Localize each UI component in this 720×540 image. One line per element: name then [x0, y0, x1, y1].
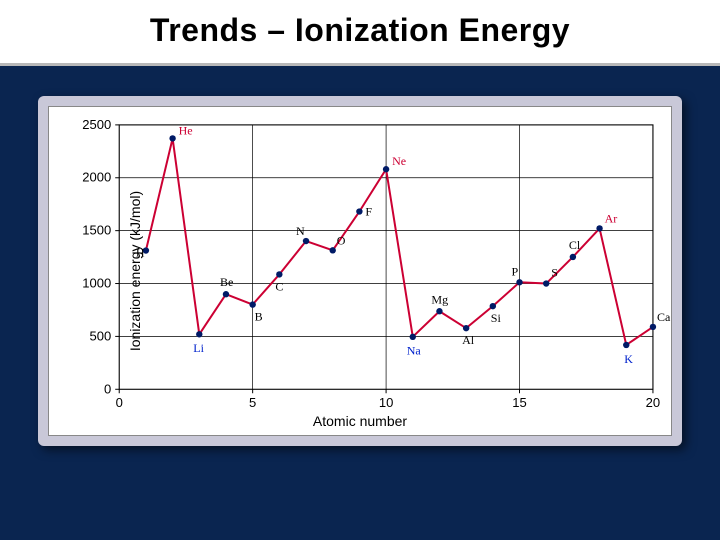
svg-text:O: O [337, 233, 346, 247]
svg-text:1000: 1000 [82, 276, 111, 291]
svg-text:Cl: Cl [569, 238, 581, 252]
svg-text:1500: 1500 [82, 223, 111, 238]
svg-text:Li: Li [193, 341, 204, 355]
svg-text:He: He [179, 124, 193, 138]
svg-text:N: N [296, 224, 305, 238]
svg-text:2000: 2000 [82, 170, 111, 185]
chart-panel: 0500100015002000250005101520HHeLiBeBCNOF… [38, 96, 682, 446]
svg-text:Si: Si [491, 311, 502, 325]
svg-text:0: 0 [116, 395, 123, 410]
svg-text:15: 15 [512, 395, 527, 410]
x-axis-label: Atomic number [313, 413, 407, 429]
y-axis-label: Ionization energy (kJ/mol) [127, 191, 143, 351]
svg-text:2500: 2500 [82, 117, 111, 132]
page-title: Trends – Ionization Energy [0, 12, 720, 49]
svg-text:Ar: Ar [605, 212, 618, 226]
svg-text:5: 5 [249, 395, 256, 410]
chart-frame: 0500100015002000250005101520HHeLiBeBCNOF… [48, 106, 672, 436]
svg-text:P: P [511, 264, 518, 278]
svg-text:Mg: Mg [431, 292, 448, 306]
svg-text:B: B [255, 310, 263, 324]
svg-text:0: 0 [104, 381, 111, 396]
svg-text:500: 500 [89, 328, 111, 343]
svg-text:C: C [275, 279, 283, 293]
svg-text:10: 10 [379, 395, 394, 410]
svg-text:K: K [624, 352, 633, 366]
svg-text:20: 20 [646, 395, 661, 410]
svg-text:F: F [365, 205, 372, 219]
title-bar: Trends – Ionization Energy [0, 0, 720, 66]
svg-text:Ca: Ca [657, 310, 671, 324]
svg-text:S: S [551, 266, 558, 280]
svg-text:Ne: Ne [392, 154, 406, 168]
svg-text:Na: Na [407, 344, 422, 358]
svg-text:Be: Be [220, 275, 233, 289]
svg-text:Al: Al [462, 333, 475, 347]
